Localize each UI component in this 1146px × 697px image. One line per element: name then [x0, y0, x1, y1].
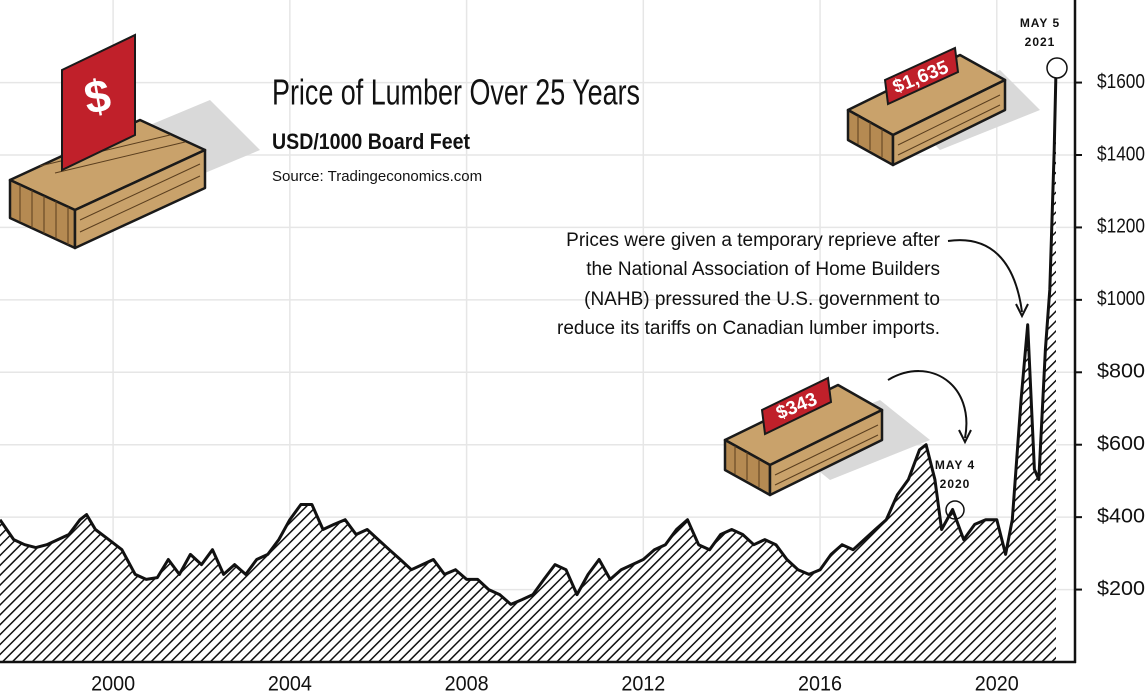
data — [0, 69, 1058, 662]
note-arrow-head — [1015, 303, 1029, 319]
y-tick-label: $600 — [1097, 433, 1145, 455]
y-tick-label: $1600 — [1097, 71, 1145, 93]
note-line: Prices were given a temporary reprieve a… — [566, 230, 940, 251]
low-arrow-head — [958, 429, 972, 445]
lumber-icon-peak — [846, 46, 1040, 167]
low-date: MAY 4 — [935, 458, 975, 472]
y-tick-label: $1200 — [1097, 216, 1145, 238]
note-arrow — [947, 239, 1023, 313]
lumber-icon-low — [723, 376, 930, 497]
note-line: reduce its tariffs on Canadian lumber im… — [557, 318, 940, 339]
peak-date: MAY 5 — [1020, 16, 1060, 30]
y-tick-label: $400 — [1097, 505, 1145, 527]
chart-source: Source: Tradingeconomics.com — [272, 168, 482, 185]
y-tick-label: $800 — [1097, 361, 1145, 383]
x-tick-label: 2012 — [621, 673, 665, 696]
area-fill — [0, 69, 1056, 662]
x-tick-label: 2000 — [91, 673, 135, 696]
low-date: 2020 — [940, 477, 971, 491]
chart-subtitle: USD/1000 Board Feet — [272, 129, 471, 154]
x-tick-label: 2016 — [798, 673, 842, 696]
peak-date: 2021 — [1025, 35, 1056, 49]
y-tick-label: $200 — [1097, 578, 1145, 600]
chart-title: Price of Lumber Over 25 Years — [272, 72, 640, 113]
y-tick-label: $1400 — [1097, 143, 1145, 165]
low-arrow — [887, 370, 968, 439]
y-tick-label: $1000 — [1097, 288, 1145, 310]
lumber-icon: $ — [8, 33, 260, 250]
note-line: (NAHB) pressured the U.S. government to — [584, 289, 940, 310]
note-line: the National Association of Home Builder… — [586, 259, 940, 280]
peak-marker — [1046, 57, 1068, 79]
x-tick-label: 2004 — [268, 673, 312, 696]
price-line — [0, 69, 1058, 606]
x-tick-label: 2020 — [975, 673, 1019, 696]
x-tick-label: 2008 — [445, 673, 489, 696]
low-marker — [945, 500, 965, 520]
